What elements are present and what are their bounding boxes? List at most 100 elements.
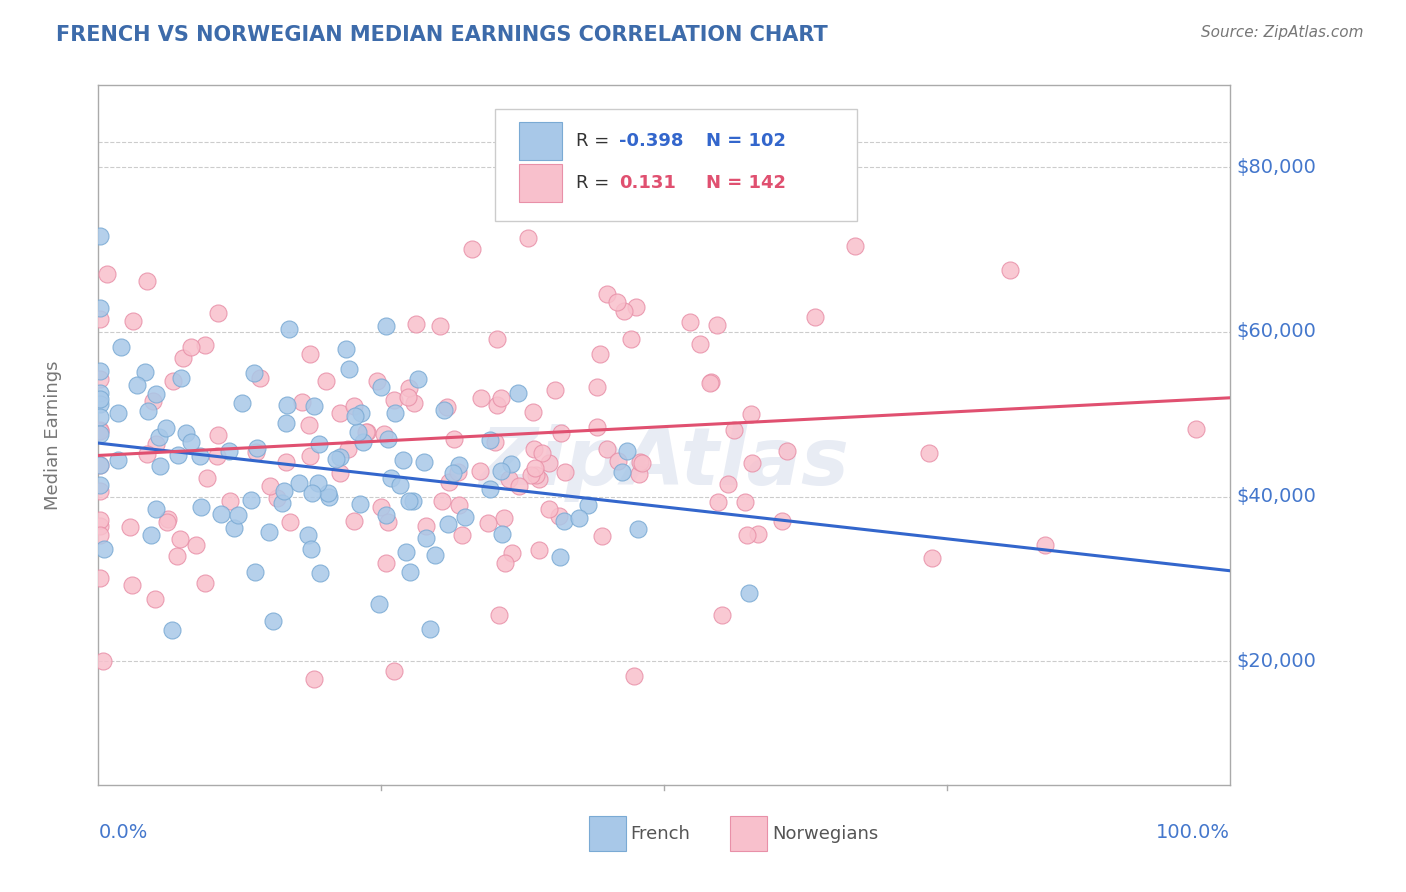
Point: [527, 472, 550, 486]
Point: [436, 516, 458, 531]
Point: [430, 494, 453, 508]
Point: [89, 458, 111, 472]
Point: [344, 409, 367, 423]
Point: [610, 465, 633, 479]
Point: [239, 493, 262, 508]
Point: [770, 514, 793, 528]
Point: [700, 376, 723, 390]
Point: [454, 509, 477, 524]
Text: -0.398: -0.398: [619, 132, 683, 150]
Point: [443, 432, 465, 446]
Point: [262, 615, 284, 629]
Point: [277, 322, 299, 336]
Point: [222, 521, 245, 535]
Point: [110, 340, 132, 354]
Point: [380, 471, 402, 485]
Point: [343, 400, 366, 414]
Point: [134, 365, 156, 379]
Point: [689, 337, 711, 351]
Point: [194, 575, 217, 590]
Point: [436, 400, 458, 414]
Point: [162, 374, 184, 388]
Point: [325, 451, 347, 466]
Point: [195, 471, 218, 485]
Point: [89, 426, 111, 441]
Point: [607, 454, 630, 468]
Point: [377, 515, 399, 529]
Point: [437, 475, 460, 489]
Point: [190, 500, 212, 515]
Point: [120, 520, 142, 534]
Point: [723, 423, 745, 437]
Point: [711, 607, 734, 622]
Point: [166, 549, 188, 564]
Text: 0.0%: 0.0%: [98, 823, 148, 842]
Point: [415, 519, 437, 533]
Point: [520, 468, 543, 483]
Text: ZipAtlas: ZipAtlas: [479, 424, 849, 502]
Text: R =: R =: [576, 132, 614, 150]
Bar: [519, 121, 562, 160]
Point: [768, 144, 790, 158]
Point: [449, 458, 471, 472]
Point: [218, 443, 240, 458]
Point: [249, 371, 271, 385]
Point: [156, 515, 179, 529]
Point: [93, 542, 115, 557]
Text: Source: ZipAtlas.com: Source: ZipAtlas.com: [1201, 25, 1364, 40]
Point: [498, 472, 520, 486]
Point: [259, 478, 281, 492]
Point: [89, 409, 111, 424]
Point: [501, 457, 523, 471]
Point: [441, 466, 464, 480]
Point: [89, 397, 111, 411]
Point: [315, 374, 337, 388]
Point: [243, 366, 266, 380]
Point: [89, 425, 111, 439]
Point: [586, 420, 609, 434]
Point: [527, 543, 550, 558]
Point: [734, 495, 756, 509]
Point: [382, 393, 405, 408]
Text: R =: R =: [576, 174, 621, 192]
Point: [616, 443, 638, 458]
Point: [377, 432, 399, 446]
Point: [304, 400, 326, 414]
Point: [89, 392, 111, 406]
Point: [135, 447, 157, 461]
Point: [145, 437, 167, 451]
Point: [318, 491, 340, 505]
Point: [193, 337, 215, 351]
Point: [630, 455, 652, 469]
Text: $60,000: $60,000: [1236, 322, 1316, 342]
Point: [548, 549, 571, 564]
Point: [186, 538, 208, 552]
Point: [337, 362, 360, 376]
Point: [329, 406, 352, 420]
Point: [354, 425, 377, 439]
Point: [107, 406, 129, 420]
Point: [406, 372, 429, 386]
Point: [366, 374, 388, 388]
Text: N = 102: N = 102: [706, 132, 786, 150]
Point: [89, 386, 111, 401]
Point: [373, 426, 395, 441]
Point: [308, 437, 330, 451]
Point: [350, 406, 373, 420]
Point: [231, 396, 253, 410]
Text: N = 142: N = 142: [706, 174, 786, 192]
Point: [276, 416, 298, 430]
Point: [89, 519, 111, 533]
Point: [96, 267, 118, 281]
Point: [389, 477, 412, 491]
Point: [423, 548, 446, 562]
Point: [522, 405, 544, 419]
Point: [589, 346, 612, 360]
Point: [506, 385, 529, 400]
Point: [142, 393, 165, 408]
Point: [1033, 538, 1056, 552]
Point: [174, 426, 197, 441]
Point: [89, 364, 111, 378]
Point: [488, 608, 510, 623]
Point: [180, 340, 202, 354]
